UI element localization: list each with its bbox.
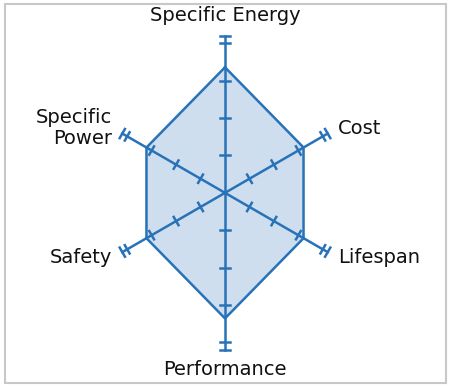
Text: Lifespan: Lifespan bbox=[338, 248, 420, 267]
Polygon shape bbox=[146, 67, 304, 319]
Text: Performance: Performance bbox=[163, 360, 287, 379]
Text: Safety: Safety bbox=[50, 248, 112, 267]
Text: Specific
Power: Specific Power bbox=[36, 108, 112, 149]
Text: Cost: Cost bbox=[338, 119, 382, 138]
Text: Specific Energy: Specific Energy bbox=[150, 7, 300, 26]
